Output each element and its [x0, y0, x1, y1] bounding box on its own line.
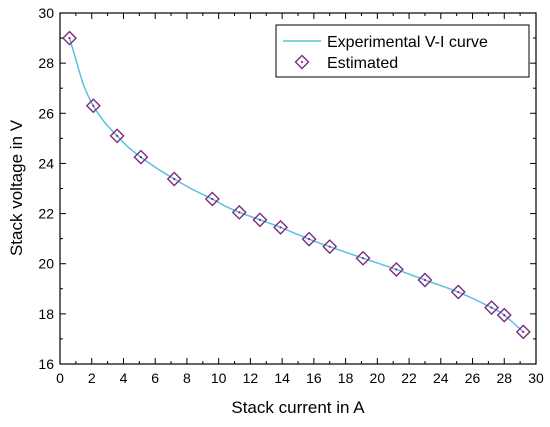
y-tick-label: 18 [38, 306, 54, 322]
x-tick-label: 20 [370, 370, 386, 386]
y-axis-label: Stack voltage in V [7, 119, 26, 256]
legend-marker-swatch [294, 54, 310, 70]
estimated-point [252, 212, 268, 228]
legend-box [275, 24, 530, 78]
x-tick-label: 12 [243, 370, 259, 386]
y-tick-label: 28 [38, 55, 54, 71]
estimated-point [388, 261, 404, 277]
estimated-point [450, 284, 466, 300]
y-tick-label: 24 [38, 155, 54, 171]
estimated-point [231, 204, 247, 220]
x-tick-label: 24 [433, 370, 449, 386]
x-tick-label: 6 [151, 370, 159, 386]
y-tick-label: 22 [38, 206, 54, 222]
legend-diamond-marker [294, 54, 310, 70]
x-axis-label: Stack current in A [231, 398, 365, 417]
x-tick-label: 2 [88, 370, 96, 386]
estimated-point [496, 307, 512, 323]
x-tick-label: 4 [120, 370, 128, 386]
x-tick-label: 30 [528, 370, 544, 386]
x-tick-label: 10 [211, 370, 227, 386]
marker-layer [62, 30, 531, 340]
x-tick-label: 18 [338, 370, 354, 386]
legend-label-line: Experimental V-I curve [327, 34, 488, 51]
estimated-point [417, 272, 433, 288]
x-tick-label: 14 [274, 370, 290, 386]
x-tick-label: 28 [496, 370, 512, 386]
y-tick-label: 16 [38, 356, 54, 372]
y-tick-label: 20 [38, 256, 54, 272]
x-tick-label: 26 [465, 370, 481, 386]
estimated-point [133, 149, 149, 165]
estimated-point [484, 300, 500, 316]
y-tick-label: 26 [38, 105, 54, 121]
legend: Experimental V-I curve Estimated [275, 24, 530, 78]
estimated-point [322, 239, 338, 255]
estimated-point [355, 250, 371, 266]
estimated-point [85, 98, 101, 114]
x-tick-label: 8 [183, 370, 191, 386]
ticks-layer: 0 2 4 6 8 10 12 14 16 18 20 22 24 26 28 301618202224262… [38, 5, 544, 386]
estimated-point [515, 324, 531, 340]
y-tick-label: 30 [38, 5, 54, 21]
x-tick-label: 22 [401, 370, 417, 386]
legend-label-marker: Estimated [327, 55, 398, 72]
estimated-point [273, 219, 289, 235]
x-tick-label: 0 [56, 370, 64, 386]
estimated-point [166, 171, 182, 187]
x-tick-label: 16 [306, 370, 322, 386]
estimated-point [301, 231, 317, 247]
estimated-point [109, 128, 125, 144]
estimated-point [204, 191, 220, 207]
estimated-point [62, 30, 78, 46]
